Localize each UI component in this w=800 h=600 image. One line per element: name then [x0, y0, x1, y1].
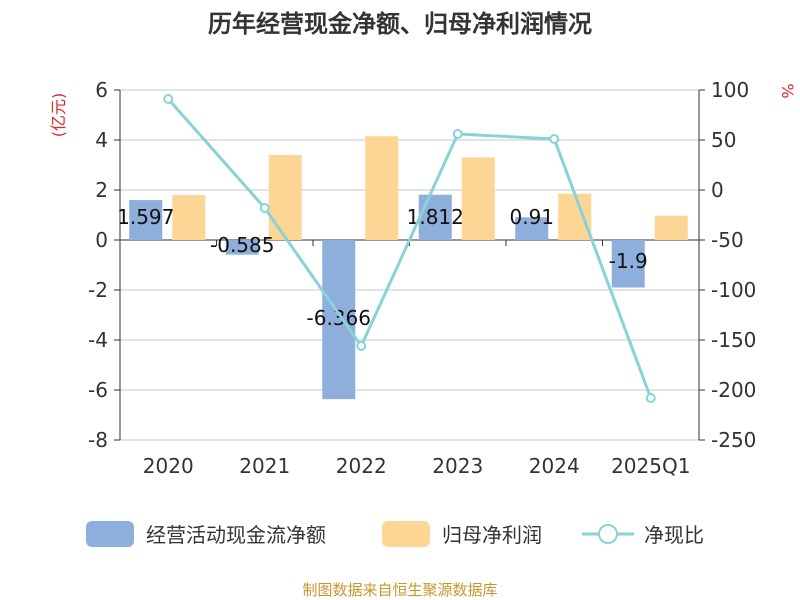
category-label-2025Q1: 2025Q1	[611, 454, 690, 478]
right-tick-label: -100	[711, 278, 756, 302]
point-net-ratio-2024[interactable]	[549, 134, 560, 144]
legend-item-net-ratio[interactable]: 净现比	[582, 523, 704, 547]
right-tick-label: 100	[711, 78, 749, 102]
bar-cash-flow-2024[interactable]	[515, 217, 549, 240]
bar-cash-flow-2023[interactable]	[418, 194, 452, 240]
category-label-2024: 2024	[529, 454, 580, 478]
bar-net-profit-2021[interactable]	[268, 155, 302, 240]
left-tick-label: -4	[88, 328, 108, 352]
legend-label-net-ratio: 净现比	[644, 523, 704, 547]
bar-net-profit-2022[interactable]	[365, 136, 399, 240]
left-tick-label: 0	[95, 228, 108, 252]
chart-title: 历年经营现金净额、归母净利润情况	[208, 10, 592, 38]
data-source-note: 制图数据来自恒生聚源数据库	[302, 581, 497, 599]
bar-cash-flow-2025Q1[interactable]	[611, 240, 645, 288]
category-label-2022: 2022	[336, 454, 387, 478]
legend-marker-net-ratio	[598, 524, 618, 544]
legend-label-cash-flow: 经营活动现金流净额	[146, 523, 326, 547]
point-net-ratio-2025Q1[interactable]	[645, 393, 656, 403]
right-axis-ticks: 100 50 0 -50 -100 -150 -200 -250	[699, 78, 756, 452]
bar-series	[129, 136, 688, 400]
bar-net-profit-2024[interactable]	[558, 193, 592, 240]
left-axis-ticks: 6 4 2 0 -2 -4 -6 -8	[88, 78, 120, 452]
bar-net-profit-2023[interactable]	[461, 157, 495, 241]
point-net-ratio-2023[interactable]	[452, 129, 463, 139]
legend-swatch-net-profit	[382, 521, 430, 547]
data-label-cash-flow-2025Q1: -1.9	[609, 249, 648, 273]
category-label-2021: 2021	[239, 454, 290, 478]
left-tick-label: -2	[88, 278, 108, 302]
right-tick-label: -150	[711, 328, 756, 352]
legend-label-net-profit: 归母净利润	[442, 523, 542, 547]
right-tick-label: -200	[711, 378, 756, 402]
left-tick-label: -6	[88, 378, 108, 402]
right-axis-unit: %	[778, 83, 797, 98]
category-label-2023: 2023	[432, 454, 483, 478]
left-tick-label: 2	[95, 178, 108, 202]
legend: 经营活动现金流净额 归母净利润 净现比	[86, 521, 704, 547]
bar-net-profit-2025Q1[interactable]	[654, 215, 688, 240]
bar-net-profit-2020[interactable]	[172, 195, 206, 240]
point-net-ratio-2022[interactable]	[356, 341, 367, 351]
category-label-2020: 2020	[143, 454, 194, 478]
left-tick-label: -8	[88, 428, 108, 452]
line-net-ratio	[167, 98, 653, 399]
data-label-cash-flow-2022: -6.366	[307, 306, 371, 330]
right-tick-label: -250	[711, 428, 756, 452]
legend-swatch-cash-flow	[86, 521, 134, 547]
point-net-ratio-2021[interactable]	[259, 203, 270, 213]
legend-item-net-profit[interactable]: 归母净利润	[382, 521, 542, 547]
left-tick-label: 6	[95, 78, 108, 102]
data-label-cash-flow-2020: 1.597	[117, 205, 174, 229]
point-net-ratio-2020[interactable]	[163, 94, 174, 104]
right-tick-label: 50	[711, 128, 736, 152]
legend-item-cash-flow[interactable]: 经营活动现金流净额	[86, 521, 326, 547]
data-label-cash-flow-2021: -0.585	[210, 233, 274, 257]
bar-cash-flow-2022[interactable]	[322, 240, 356, 400]
category-labels: 2020 2021 2022 2023 2024 2025Q1	[143, 454, 691, 478]
line-series	[163, 94, 656, 403]
bar-cash-flow-2020[interactable]	[129, 200, 163, 240]
right-tick-label: -50	[711, 228, 744, 252]
left-tick-label: 4	[95, 128, 108, 152]
bar-cash-flow-2021[interactable]	[225, 240, 259, 255]
data-label-cash-flow-2024: 0.91	[509, 205, 554, 229]
left-axis-unit: (亿元)	[49, 93, 68, 138]
right-tick-label: 0	[711, 178, 724, 202]
